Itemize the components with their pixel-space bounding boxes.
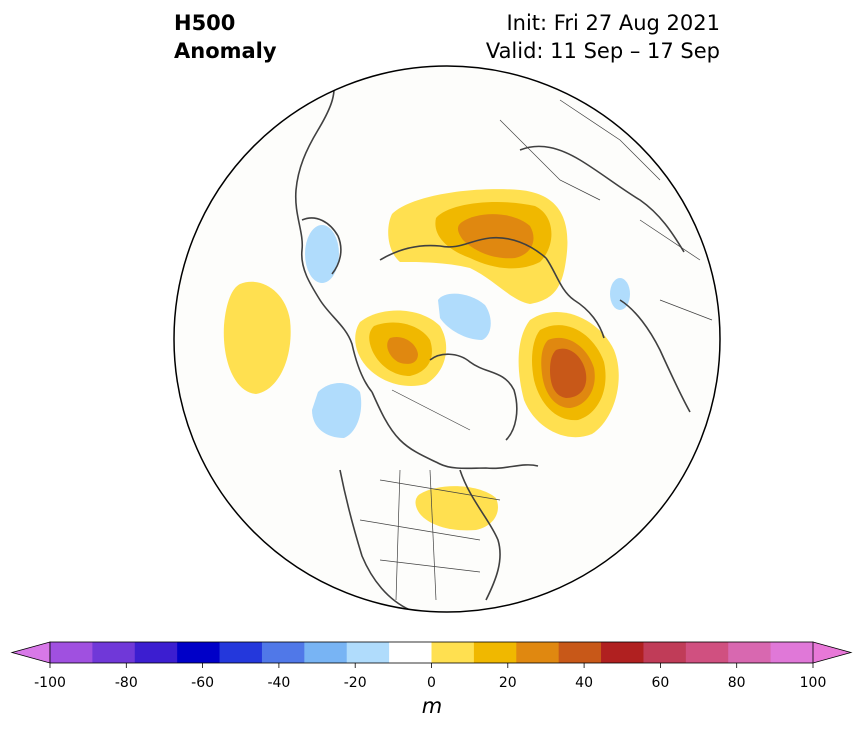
colorbar-extend-low [10,641,51,664]
valid-range: Valid: 11 Sep – 17 Sep [485,39,720,63]
colorbar-segment [92,642,136,663]
title-variable: H500 [174,11,236,35]
anomaly-neg-gulf-of-alaska [312,383,362,438]
colorbar-segment [473,642,517,663]
coastlines [294,71,691,611]
colorbar-tick-label: 60 [651,675,670,691]
colorbar-segment [346,642,390,663]
title-block-right: Init: Fri 27 Aug 2021 Valid: 11 Sep – 17… [486,9,720,65]
colorbar-segment [304,642,348,663]
colorbar-segments [10,641,853,664]
map-disc [174,66,720,612]
colorbar-segment [770,642,814,663]
colorbar-segment [728,642,772,663]
colorbar-tick-label: 100 [799,675,827,691]
anomaly-pos-europe [388,189,568,304]
anomaly-neg-eastasia [610,278,630,310]
colorbar-segment [389,642,432,663]
colorbar-segment [558,642,602,663]
colorbar-unit: m [421,694,443,718]
colorbar-tick-label: -60 [191,675,215,691]
colorbar-tick-label: 20 [498,675,517,691]
anomaly-neg-britishisles [305,225,339,283]
anomaly-neg-arctic [438,293,491,340]
colorbar-tick-label: -20 [343,675,367,691]
colorbar-tick-label: 80 [727,675,746,691]
anomaly-pos-alaska [355,310,447,386]
colorbar [10,641,853,668]
title-block-left: H500 Anomaly [174,9,277,65]
anomaly-pos-siberia [518,311,619,438]
colorbar-tick-label: -40 [267,675,291,691]
colorbar-segment [601,642,644,663]
colorbar-segment [516,642,560,663]
colorbar-segment [643,642,687,663]
title-quantity: Anomaly [174,39,277,63]
colorbar-segment [685,642,729,663]
anomaly-pos-greatlakes [415,486,498,531]
colorbar-segment [177,642,221,663]
colorbar-segment [219,642,263,663]
colorbar-tick-label: -100 [34,675,66,691]
colorbar-segment [261,642,305,663]
colorbar-segment [50,642,93,663]
init-date: Init: Fri 27 Aug 2021 [506,11,720,35]
anomaly-pos-pacific [223,281,291,394]
political-borders [359,99,713,601]
map-boundary [173,65,721,613]
colorbar-ticks [49,663,814,668]
polar-map [173,65,721,613]
colorbar-extend-high [812,641,853,664]
colorbar-segment [134,642,178,663]
colorbar-tick-label: 40 [575,675,594,691]
colorbar-segment [431,642,475,663]
colorbar-tick-label: 0 [427,675,436,691]
colorbar-tick-label: -80 [114,675,138,691]
